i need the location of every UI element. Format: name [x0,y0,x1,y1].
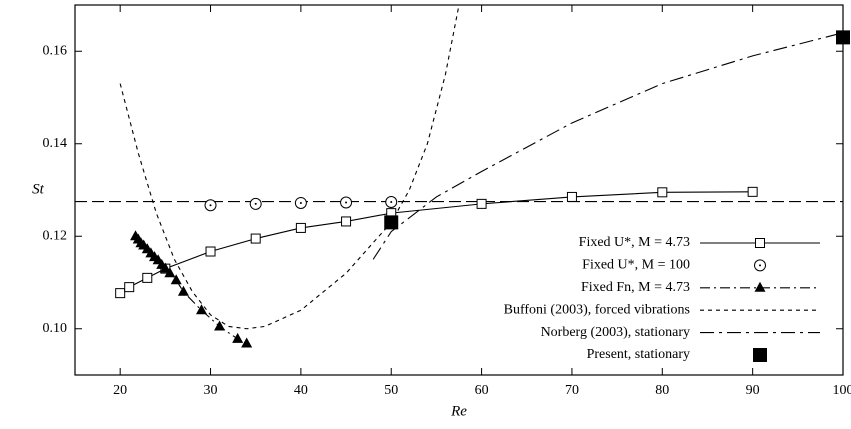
marker [241,337,253,348]
legend-label: Norberg (2003), stationary [541,325,690,340]
marker-dot [345,201,348,204]
marker [295,222,306,233]
marker [657,187,668,198]
marker [159,262,171,273]
plot-area [75,5,843,345]
x-tick-label: 40 [294,383,308,398]
marker [476,198,487,209]
marker [836,30,850,45]
series-line [119,5,460,330]
marker [384,215,399,230]
y-tick-label: 0.10 [43,321,68,336]
marker [747,186,758,197]
marker [115,288,126,299]
legend-label: Present, stationary [587,347,690,362]
marker [164,267,176,278]
legend-marker [754,281,766,292]
marker [170,274,182,285]
marker [214,320,226,331]
legend-marker [755,238,765,248]
marker [232,332,244,343]
x-axis-label: Re [450,403,467,419]
marker-dot [254,202,257,205]
marker [205,246,216,257]
marker [142,272,153,283]
marker [341,216,352,227]
legend-label: Fixed U*, M = 100 [582,258,690,273]
marker-dot [299,201,302,204]
series-line [135,235,247,345]
x-tick-label: 30 [204,383,218,398]
plot-frame [74,4,844,376]
x-tick-label: 60 [475,383,489,398]
marker-dot [209,204,212,207]
series-line [372,32,843,260]
marker [250,233,261,244]
legend-label: Fixed Fn, M = 4.73 [581,280,690,295]
legend-label: Buffoni (2003), forced vibrations [504,302,690,317]
y-tick-label: 0.16 [43,43,68,58]
x-tick-label: 70 [565,383,579,398]
x-tick-label: 100 [833,383,851,398]
x-tick-label: 50 [384,383,398,398]
y-tick-label: 0.12 [43,228,68,243]
x-tick-label: 20 [113,383,127,398]
y-tick-label: 0.14 [43,136,68,151]
marker [566,191,577,202]
legend-label: Fixed U*, M = 4.73 [579,235,690,250]
marker-dot [390,201,393,204]
marker [177,285,189,296]
legend-marker [753,348,767,362]
x-tick-label: 90 [746,383,760,398]
y-axis-label: St [32,181,45,197]
x-tick-label: 80 [655,383,669,398]
marker-dot [759,264,761,267]
marker [124,282,135,293]
marker [195,304,207,315]
